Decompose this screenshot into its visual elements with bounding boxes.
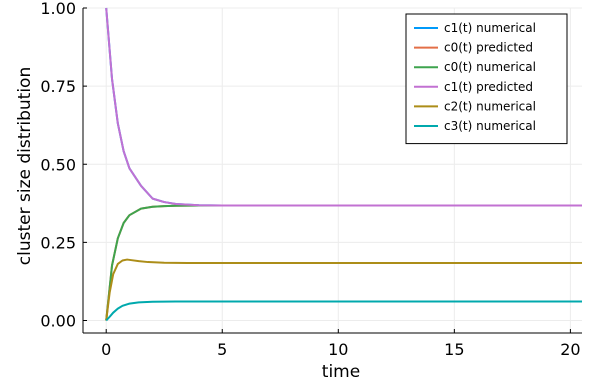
x-tick-label: 10: [328, 340, 348, 359]
x-tick-label: 5: [217, 340, 227, 359]
legend-label: c0(t) numerical: [444, 60, 536, 74]
legend-label: c1(t) predicted: [444, 80, 533, 94]
y-tick-label: 0.00: [40, 312, 76, 331]
legend-label: c2(t) numerical: [444, 99, 536, 113]
x-tick-label: 20: [560, 340, 580, 359]
y-tick-label: 0.50: [40, 155, 76, 174]
series-line-4: [105, 7, 582, 207]
legend-label: c3(t) numerical: [444, 119, 536, 133]
legend-label: c1(t) numerical: [444, 21, 536, 35]
y-tick-label: 1.00: [40, 0, 76, 18]
y-tick-label: 0.25: [40, 233, 76, 252]
axes: [82, 7, 582, 334]
x-axis-title: time: [322, 362, 360, 382]
x-tick-label: 0: [101, 340, 111, 359]
grid-lines: [83, 7, 582, 333]
legend-box: [405, 13, 568, 145]
tick-labels: 0 5 10 15 20 0.00 0.25 0.50 0.75 1.00: [40, 0, 580, 359]
y-axis-title: cluster size distribution: [15, 67, 35, 265]
y-tick-label: 0.75: [40, 77, 76, 96]
x-tick-label: 15: [444, 340, 464, 359]
series-line-5: [105, 258, 582, 321]
series-lines: [105, 7, 582, 322]
series-line-6: [105, 300, 582, 322]
legend: c1(t) numerical c0(t) predicted c0(t) nume…: [405, 13, 568, 145]
legend-label: c0(t) predicted: [444, 41, 533, 55]
